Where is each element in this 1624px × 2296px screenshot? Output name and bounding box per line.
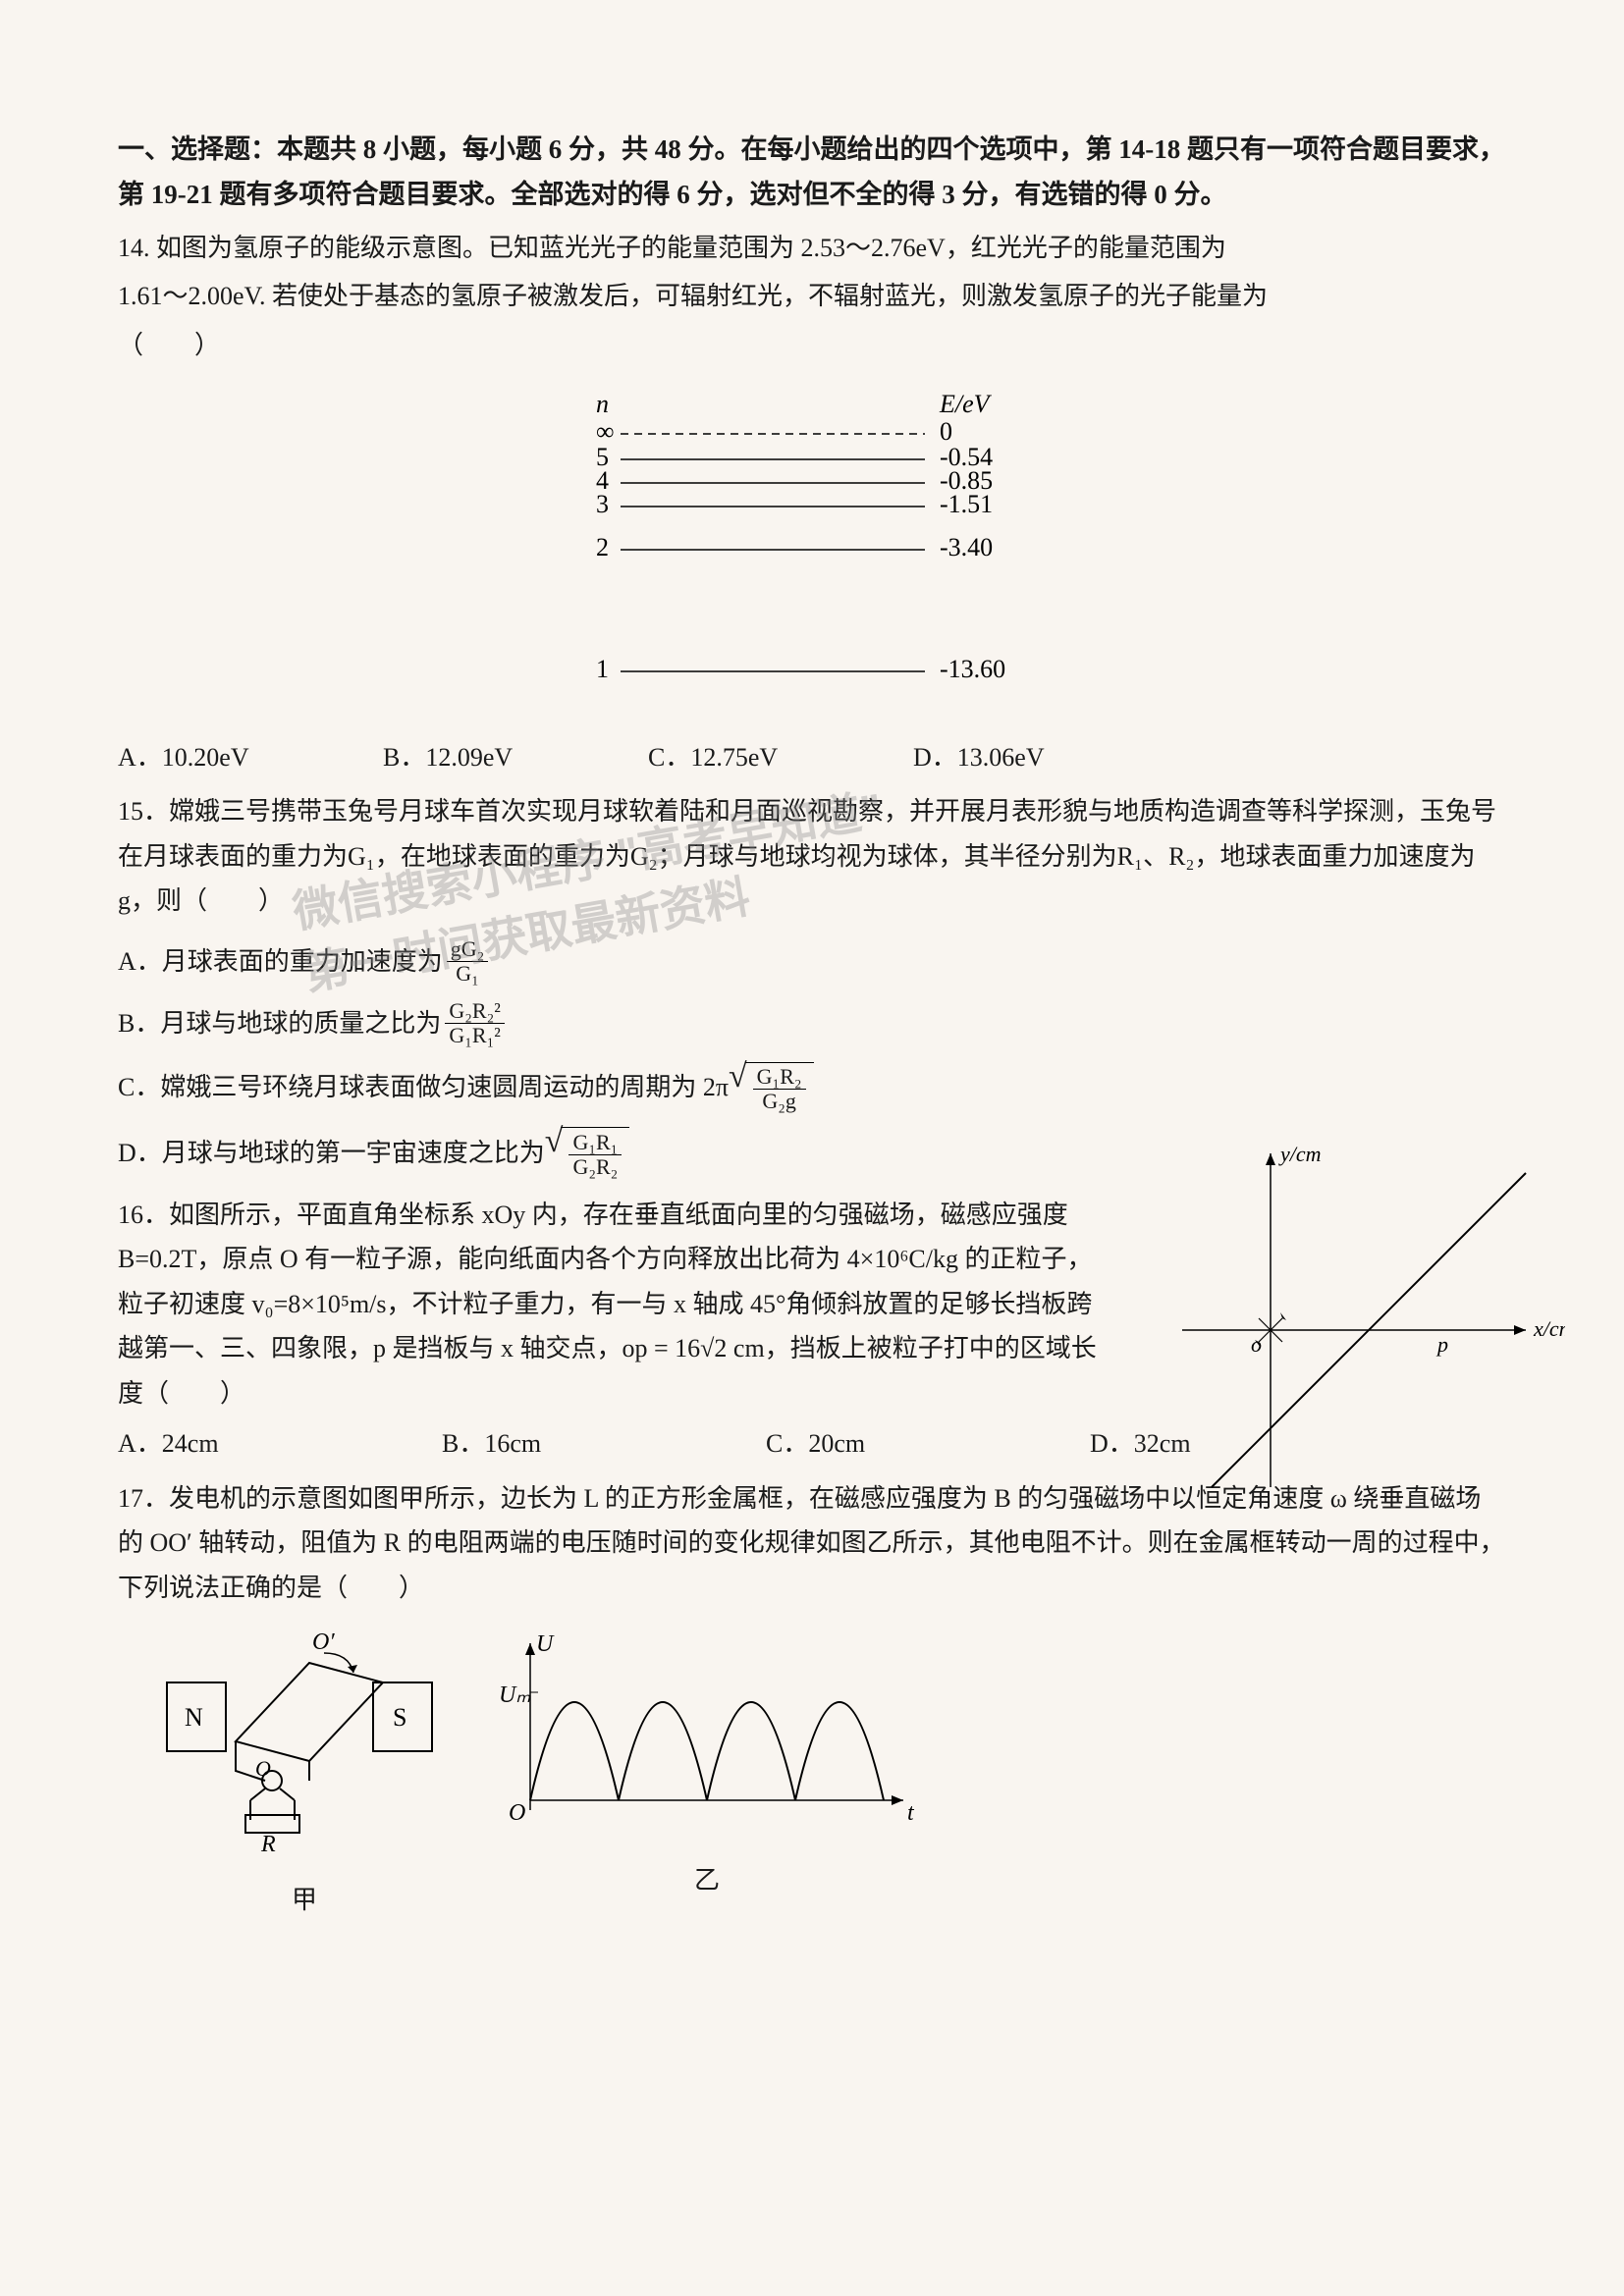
- u-axis-label: U: [536, 1631, 555, 1657]
- question-14: 14. 如图为氢原子的能级示意图。已知蓝光光子的能量范围为 2.53～2.76e…: [118, 226, 1506, 780]
- fig-waveform: U Uₘ O t 乙: [491, 1624, 923, 1902]
- q14-options: A．10.20eV B．12.09eV C．12.75eV D．13.06eV: [118, 735, 1506, 780]
- e-inf: 0: [940, 417, 952, 446]
- level-1: 1: [596, 655, 609, 683]
- coord-diagram: x/cm y/cm o p: [1153, 1134, 1565, 1507]
- waveform-svg: U Uₘ O t: [491, 1624, 923, 1840]
- q15-b-num: G₂R₂²: [445, 999, 505, 1024]
- p-label: p: [1435, 1332, 1448, 1357]
- n-label: n: [596, 390, 609, 418]
- q15-c-num: G₁R₂: [753, 1065, 806, 1090]
- q15-c-text: C．嫦娥三号环绕月球表面做匀速圆周运动的周期为 2π: [118, 1065, 729, 1110]
- q15-d-den: G₂R₂: [568, 1155, 622, 1179]
- o-label: O: [509, 1800, 525, 1826]
- q14-line3: （ ）: [118, 323, 1506, 368]
- q16-stem: 16．如图所示，平面直角坐标系 xOy 内，存在垂直纸面向里的匀强磁场，磁感应强…: [118, 1193, 1100, 1416]
- q15-a-text: A．月球表面的重力加速度为: [118, 939, 443, 985]
- e-3: -1.51: [940, 490, 993, 518]
- generator-svg: N S O′ O: [157, 1624, 452, 1859]
- q14-opt-b: B．12.09eV: [383, 735, 589, 780]
- q15-b-text: B．月球与地球的质量之比为: [118, 1001, 441, 1046]
- q15-opt-c: C．嫦娥三号环绕月球表面做匀速圆周运动的周期为 2π √ G₁R₂ G₂g: [118, 1062, 1506, 1114]
- q15-a-den: G₁: [452, 962, 483, 986]
- exam-page: 一、选择题：本题共 8 小题，每小题 6 分，共 48 分。在每小题给出的四个选…: [0, 0, 1624, 2296]
- energy-svg: n E/eV ∞ 0 5 -0.54 4 -0.85 3 -1.51 2: [567, 387, 1057, 701]
- origin-label: o: [1251, 1332, 1262, 1357]
- r-label: R: [260, 1832, 276, 1857]
- t-axis-label: t: [907, 1800, 915, 1826]
- question-16: 16．如图所示，平面直角坐标系 xOy 内，存在垂直纸面向里的匀强磁场，磁感应强…: [118, 1193, 1506, 1467]
- q14-opt-a: A．10.20eV: [118, 735, 324, 780]
- energy-level-diagram: n E/eV ∞ 0 5 -0.54 4 -0.85 3 -1.51 2: [567, 387, 1057, 716]
- um-label: Uₘ: [499, 1682, 530, 1708]
- q17-figures: N S O′ O: [157, 1624, 1506, 1922]
- q15-opt-b: B．月球与地球的质量之比为 G₂R₂² G₁R₁²: [118, 999, 1506, 1047]
- x-axis-label: x/cm: [1533, 1316, 1565, 1341]
- q15-stem: 15．嫦娥三号携带玉兔号月球车首次实现月球软着陆和月面巡视勘察，并开展月表形貌与…: [118, 789, 1506, 924]
- level-3: 3: [596, 490, 609, 518]
- q14-line2: 1.61～2.00eV. 若使处于基态的氢原子被激发后，可辐射红光，不辐射蓝光，…: [118, 274, 1506, 319]
- q16-opt-b: B．16cm: [442, 1421, 648, 1467]
- q14-opt-c: C．12.75eV: [648, 735, 854, 780]
- q15-c-den: G₂g: [758, 1090, 800, 1113]
- level-inf: ∞: [596, 417, 615, 446]
- q15-c-sqrt: √ G₁R₂ G₂g: [729, 1062, 814, 1114]
- fig2-label: 乙: [491, 1858, 923, 1903]
- fig1-label: 甲: [157, 1878, 452, 1923]
- q15-b-den: G₁R₁²: [445, 1024, 505, 1047]
- q15-d-text: D．月球与地球的第一宇宙速度之比为: [118, 1131, 545, 1176]
- o-prime-label: O′: [312, 1629, 335, 1655]
- e-2: -3.40: [940, 533, 993, 561]
- q15-d-num: G₁R₁: [568, 1131, 622, 1155]
- q15-opt-a: A．月球表面的重力加速度为 gG₂ G₁: [118, 937, 1506, 986]
- q15-b-frac: G₂R₂² G₁R₁²: [445, 999, 505, 1047]
- q15-a-num: gG₂: [447, 937, 489, 962]
- question-15: 15．嫦娥三号携带玉兔号月球车首次实现月球软着陆和月面巡视勘察，并开展月表形貌与…: [118, 789, 1506, 1179]
- question-17: 17．发电机的示意图如图甲所示，边长为 L 的正方形金属框，在磁感应强度为 B …: [118, 1476, 1506, 1923]
- q15-a-frac: gG₂ G₁: [447, 937, 489, 986]
- section-instructions: 一、选择题：本题共 8 小题，每小题 6 分，共 48 分。在每小题给出的四个选…: [118, 128, 1506, 218]
- s-magnet-label: S: [393, 1703, 406, 1732]
- n-magnet-label: N: [185, 1703, 203, 1732]
- o-axis-label: O: [255, 1756, 271, 1781]
- y-axis-label: y/cm: [1278, 1142, 1322, 1166]
- q14-opt-d: D．13.06eV: [913, 735, 1119, 780]
- level-2: 2: [596, 533, 609, 561]
- e-label: E/eV: [939, 390, 993, 418]
- q16-opt-a: A．24cm: [118, 1421, 324, 1467]
- fig-generator: N S O′ O: [157, 1624, 452, 1922]
- q14-line1: 14. 如图为氢原子的能级示意图。已知蓝光光子的能量范围为 2.53～2.76e…: [118, 226, 1506, 271]
- e-1: -13.60: [940, 655, 1005, 683]
- q15-d-sqrt: √ G₁R₁ G₂R₂: [545, 1127, 630, 1179]
- q16-opt-c: C．20cm: [766, 1421, 972, 1467]
